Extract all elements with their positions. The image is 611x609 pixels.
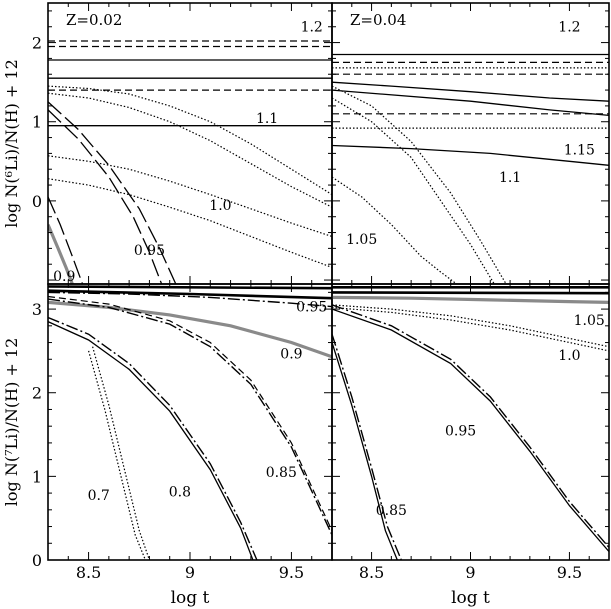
- y-tick-label: 1: [32, 467, 42, 486]
- y-tick-label: 1: [32, 113, 42, 132]
- series-line-6: [48, 298, 332, 536]
- y-tick-label: 2: [32, 384, 42, 403]
- curve-label: 1.1: [256, 111, 278, 127]
- curve-label: 0.95: [134, 243, 165, 259]
- series-line-9: [92, 346, 150, 560]
- x-tick-label: 9: [185, 563, 195, 582]
- x-axis-title: log t: [451, 588, 490, 608]
- series-line-10: [88, 350, 146, 560]
- series-line-7: [48, 316, 258, 560]
- series-line-3: [332, 295, 609, 304]
- series-line-5: [332, 81, 609, 102]
- panel-top-left: 0 1 2 Z=0.02 1.2 1.1 1.0 0.95 0.9 log N(⁶Li)/N(H)…: [2, 2, 333, 285]
- panel-frame: [47, 283, 333, 561]
- series-line-9: [332, 89, 609, 117]
- panel-bottom-right: 8.5 9 9.5 1.05 1.0 0.95 0.85 log t: [331, 283, 610, 608]
- x-tick-label: 8.5: [76, 563, 101, 582]
- series-line-8: [48, 321, 254, 560]
- series-line-12: [332, 176, 457, 284]
- y-axis-title: log N(⁷Li)/N(H) + 12: [2, 338, 21, 506]
- x-tick-label: 9: [465, 563, 475, 582]
- panel-annotation: Z=0.02: [66, 11, 122, 29]
- y-tick-label: 2: [32, 34, 42, 53]
- series-line-9: [332, 342, 398, 560]
- curve-label: 1.15: [564, 142, 595, 158]
- series-line-8: [332, 333, 402, 560]
- curve-label: 0.9: [53, 269, 75, 285]
- curve-label: 1.0: [209, 198, 231, 214]
- x-tick-label: 8.5: [359, 563, 384, 582]
- series-line-13: [48, 196, 84, 284]
- curve-label: 0.8: [169, 484, 191, 500]
- y-tick-label: 3: [32, 300, 42, 319]
- series-line-8: [48, 92, 332, 208]
- series-line-5: [332, 306, 609, 352]
- curve-label: 1.2: [558, 20, 580, 36]
- curve-label: 0.95: [296, 300, 327, 316]
- y-tick-label: 0: [32, 192, 42, 211]
- panel-top-right: Z=0.04 1.2 1.15 1.1 1.05: [331, 2, 610, 285]
- series-line-5: [48, 295, 332, 531]
- curve-label: 1.05: [574, 313, 605, 329]
- series-line-11: [332, 97, 495, 284]
- x-tick-label: 9.5: [557, 563, 582, 582]
- series-line-10: [332, 85, 507, 284]
- curve-label: 0.95: [445, 423, 476, 439]
- curve-group: [48, 285, 332, 560]
- series-line-9: [48, 155, 332, 238]
- curve-group: [332, 286, 609, 560]
- curve-label: 0.85: [266, 465, 297, 481]
- y-tick-label: 0: [32, 551, 42, 570]
- series-line-14: [48, 223, 74, 284]
- x-tick-label: 9.5: [279, 563, 304, 582]
- series-line-2: [332, 291, 609, 295]
- y-axis-title: log N(⁶Li)/N(H) + 12: [2, 59, 21, 227]
- curve-group: [48, 40, 332, 284]
- series-line-7: [48, 85, 332, 196]
- x-axis-title: log t: [171, 588, 210, 608]
- curve-label: 0.9: [280, 346, 302, 362]
- curve-label: 1.2: [301, 20, 323, 36]
- series-line-4: [332, 304, 609, 348]
- series-line-6: [332, 304, 609, 548]
- panel-frame: [331, 283, 610, 561]
- curve-group: [332, 53, 609, 284]
- curve-label: 1.1: [499, 170, 521, 186]
- curve-label: 1.05: [346, 232, 377, 248]
- curve-label: 0.7: [88, 488, 110, 504]
- series-line-8: [332, 144, 609, 166]
- series-line-12: [48, 109, 163, 284]
- panel-annotation: Z=0.04: [350, 11, 406, 29]
- series-line-7: [332, 308, 609, 553]
- curve-label: 1.0: [558, 348, 580, 364]
- panel-bottom-left: 8.5 9 9.5 0 1 2 3 0.95 0.9 0.85 0.8 0.7 log t log N(⁷…: [2, 283, 333, 608]
- series-line-2: [48, 289, 332, 300]
- curve-label: 0.85: [376, 503, 407, 519]
- series-line-11: [48, 101, 177, 284]
- series-line-10: [48, 178, 332, 268]
- series-line-3: [48, 291, 332, 308]
